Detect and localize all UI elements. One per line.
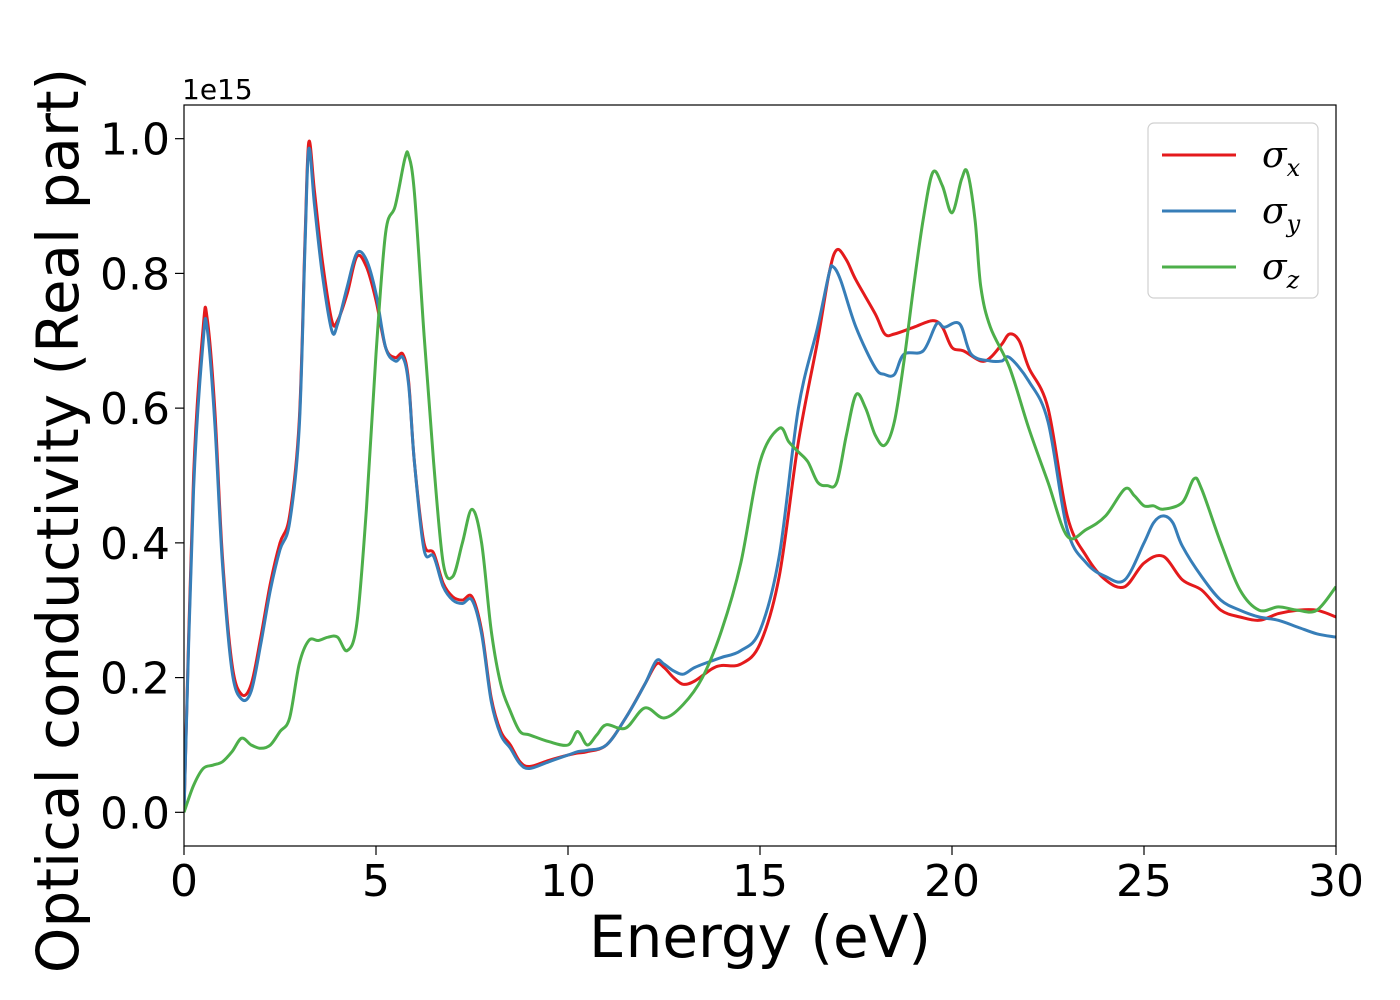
y-tick-label: 0.8 [100,249,170,300]
y-tick-label: 1.0 [100,115,170,166]
x-axis-label: Energy (eV) [589,903,931,971]
legend-symbol: σ [1262,191,1288,232]
y-axis-label: Optical conductivity (Real part) [24,68,92,973]
x-tick-label: 30 [1308,856,1364,907]
x-tick-label: 25 [1116,856,1172,907]
x-tick-label: 10 [540,856,596,907]
x-tick-label: 15 [732,856,788,907]
legend-label-sigma-y: σy [1262,191,1301,238]
legend-subscript: x [1287,154,1301,182]
series-line-sigma-y [184,146,1336,813]
y-axis: 0.0 0.2 0.4 0.6 0.8 1.0 [100,115,184,839]
legend-label-sigma-z: σz [1262,247,1300,294]
y-tick-label: 0.0 [100,788,170,839]
legend-symbol: σ [1262,247,1288,288]
series-layer [184,139,1336,813]
y-offset-label: 1e15 [182,73,253,106]
y-tick-label: 0.2 [100,654,170,705]
legend-symbol: σ [1262,135,1288,176]
legend-subscript: z [1286,266,1300,294]
series-line-sigma-z [184,150,1336,813]
legend-subscript: y [1286,210,1301,238]
x-tick-label: 20 [924,856,980,907]
y-tick-label: 0.6 [100,384,170,435]
x-tick-label: 5 [362,856,390,907]
legend-label-sigma-x: σx [1262,135,1301,182]
x-axis: 0 5 10 15 20 25 30 [170,846,1364,907]
y-tick-label: 0.4 [100,519,170,570]
x-tick-label: 0 [170,856,198,907]
